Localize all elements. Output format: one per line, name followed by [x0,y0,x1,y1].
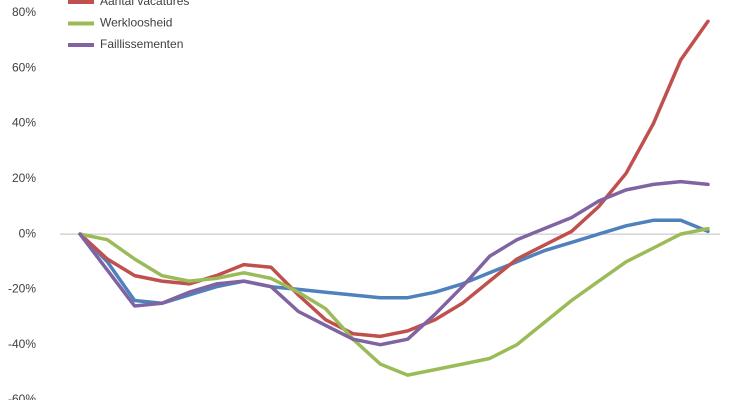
series-line [78,226,710,377]
y-tick-label: 60% [12,60,36,74]
legend-label: Werkloosheid [100,16,172,30]
legend-label: Faillissementen [100,37,183,51]
legend-label: Aantal vacatures [100,0,189,8]
y-tick-label: -20% [8,282,36,296]
series-line [78,179,710,347]
series-line [78,19,710,339]
y-tick-label: 80% [12,5,36,19]
y-tick-label: 40% [12,116,36,130]
y-tick-label: 20% [12,171,36,185]
y-tick-label: -40% [8,337,36,351]
y-tick-label: 0% [19,226,37,240]
y-tick-label: -60% [8,392,36,400]
series-line [78,218,710,306]
